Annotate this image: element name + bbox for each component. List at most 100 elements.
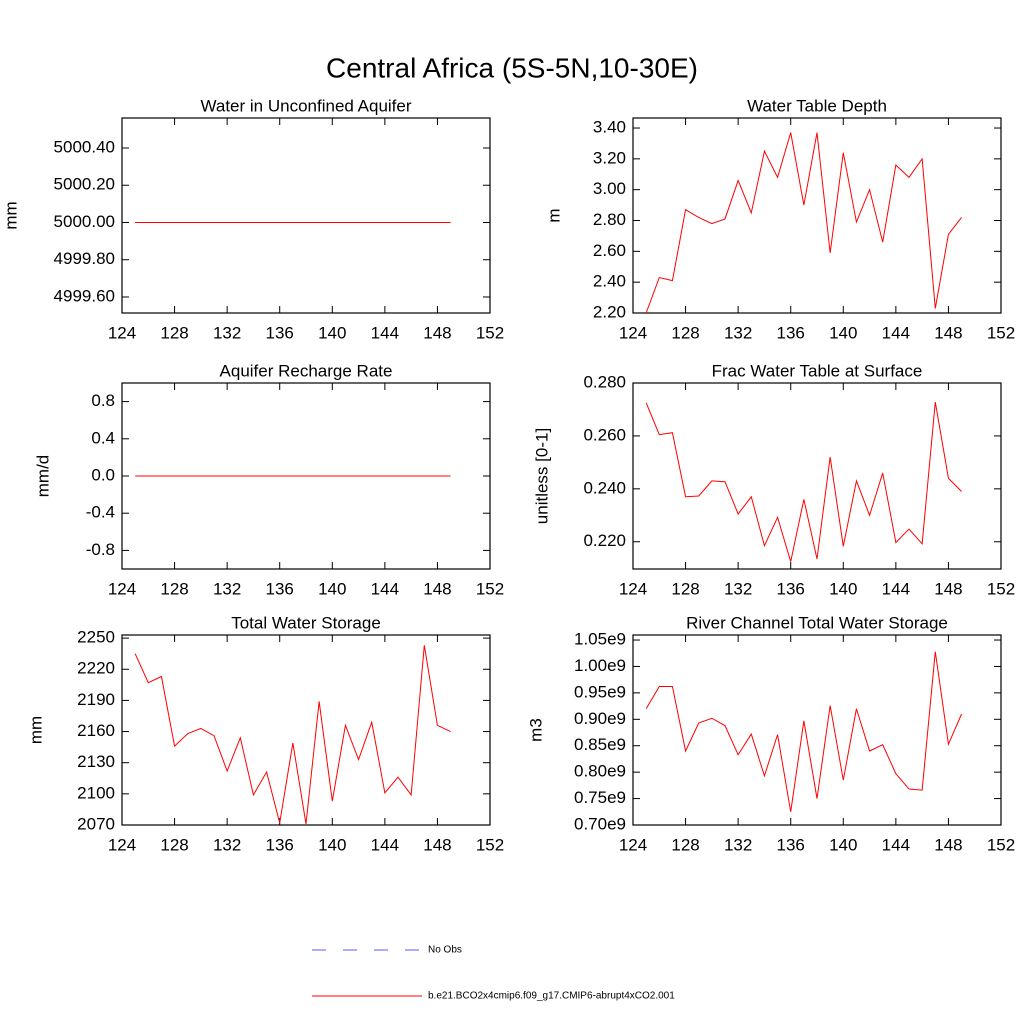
y-axis-label: mm: [1, 201, 20, 229]
y-tick-label: 0.220: [583, 531, 626, 550]
y-tick-label: 2220: [77, 659, 115, 678]
y-tick-label: 0.80e9: [574, 762, 626, 781]
y-tick-label: 0.70e9: [574, 814, 626, 833]
x-tick-label: 128: [671, 323, 699, 342]
y-tick-label: 0.260: [583, 425, 626, 444]
panel-title: Frac Water Table at Surface: [712, 361, 923, 380]
x-tick-label: 152: [987, 835, 1015, 854]
y-tick-label: 2.20: [593, 302, 626, 321]
x-tick-label: 124: [108, 323, 136, 342]
y-axis-label: unitless [0-1]: [532, 428, 551, 524]
x-tick-label: 140: [318, 323, 346, 342]
y-tick-label: 1.05e9: [574, 630, 626, 649]
x-tick-label: 140: [318, 835, 346, 854]
x-tick-label: 128: [160, 579, 188, 598]
data-line: [645, 651, 963, 812]
y-tick-label: 0.240: [583, 478, 626, 497]
x-tick-label: 136: [266, 835, 294, 854]
y-tick-label: 2.60: [593, 241, 626, 260]
y-tick-label: 0.4: [91, 428, 115, 447]
x-tick-label: 124: [619, 835, 647, 854]
y-axis-label: m: [544, 208, 563, 222]
x-tick-label: 128: [160, 835, 188, 854]
y-tick-label: 3.20: [593, 148, 626, 167]
x-tick-label: 132: [724, 835, 752, 854]
x-tick-label: 140: [829, 323, 857, 342]
y-tick-label: 1.00e9: [574, 656, 626, 675]
y-tick-label: 4999.80: [54, 249, 115, 268]
y-tick-label: 5000.40: [54, 137, 115, 156]
plot-frame: [121, 117, 491, 314]
x-tick-label: 152: [987, 323, 1015, 342]
y-tick-label: 5000.20: [54, 175, 115, 194]
y-tick-label: 3.40: [593, 118, 626, 137]
x-tick-label: 148: [934, 323, 962, 342]
y-tick-label: 0.0: [91, 465, 115, 484]
x-tick-label: 124: [108, 835, 136, 854]
y-tick-label: 3.00: [593, 179, 626, 198]
x-tick-label: 128: [160, 323, 188, 342]
x-tick-label: 136: [266, 579, 294, 598]
x-tick-label: 144: [371, 579, 399, 598]
y-tick-label: -0.8: [86, 540, 115, 559]
y-tick-label: 2100: [77, 783, 115, 802]
data-line: [645, 132, 962, 314]
y-axis-label: m3: [526, 718, 545, 742]
panel-title: Water Table Depth: [747, 96, 887, 115]
x-tick-label: 144: [882, 323, 910, 342]
plot-frame: [632, 117, 1002, 314]
x-tick-label: 140: [829, 579, 857, 598]
y-tick-label: 2160: [77, 721, 115, 740]
panel-title: Water in Unconfined Aquifer: [200, 96, 411, 115]
y-tick-label: 0.75e9: [574, 788, 626, 807]
x-tick-label: 132: [213, 835, 241, 854]
legend-label: b.e21.BCO2x4cmip6.f09_g17.CMIP6-abrupt4x…: [428, 991, 675, 1002]
y-tick-label: 0.90e9: [574, 709, 626, 728]
x-tick-label: 124: [619, 323, 647, 342]
x-tick-label: 152: [987, 579, 1015, 598]
x-tick-label: 148: [423, 579, 451, 598]
panel-title: River Channel Total Water Storage: [686, 613, 948, 632]
x-tick-label: 132: [213, 323, 241, 342]
y-tick-label: 2.40: [593, 272, 626, 291]
x-tick-label: 136: [777, 579, 805, 598]
figure-title: Central Africa (5S-5N,10-30E): [326, 52, 698, 83]
x-tick-label: 140: [829, 835, 857, 854]
data-line: [645, 401, 962, 562]
y-tick-label: 5000.00: [54, 212, 115, 231]
y-tick-label: 4999.60: [54, 286, 115, 305]
y-tick-label: 2190: [77, 690, 115, 709]
y-tick-label: 0.280: [583, 372, 626, 391]
data-line: [134, 645, 451, 825]
x-tick-label: 132: [724, 323, 752, 342]
x-tick-label: 132: [724, 579, 752, 598]
x-tick-label: 140: [318, 579, 346, 598]
x-tick-label: 152: [476, 323, 504, 342]
x-tick-label: 152: [476, 835, 504, 854]
y-tick-label: 0.8: [91, 391, 115, 410]
y-tick-label: 0.85e9: [574, 735, 626, 754]
y-tick-label: 0.95e9: [574, 682, 626, 701]
x-tick-label: 152: [476, 579, 504, 598]
x-tick-label: 144: [882, 579, 910, 598]
plot-frame: [632, 634, 1002, 826]
y-tick-label: 2070: [77, 814, 115, 833]
x-tick-label: 136: [266, 323, 294, 342]
x-tick-label: 124: [619, 579, 647, 598]
plot-frame: [121, 634, 491, 826]
panel-title: Aquifer Recharge Rate: [220, 361, 393, 380]
x-tick-label: 144: [882, 835, 910, 854]
plot-frame: [632, 382, 1002, 570]
y-axis-label: mm/d: [33, 455, 52, 498]
x-tick-label: 136: [777, 323, 805, 342]
x-tick-label: 148: [423, 835, 451, 854]
legend-label: No Obs: [428, 945, 462, 956]
x-tick-label: 128: [671, 835, 699, 854]
x-tick-label: 144: [371, 835, 399, 854]
y-tick-label: 2130: [77, 752, 115, 771]
y-tick-label: -0.4: [86, 503, 115, 522]
x-tick-label: 136: [777, 835, 805, 854]
x-tick-label: 148: [423, 323, 451, 342]
x-tick-label: 128: [671, 579, 699, 598]
